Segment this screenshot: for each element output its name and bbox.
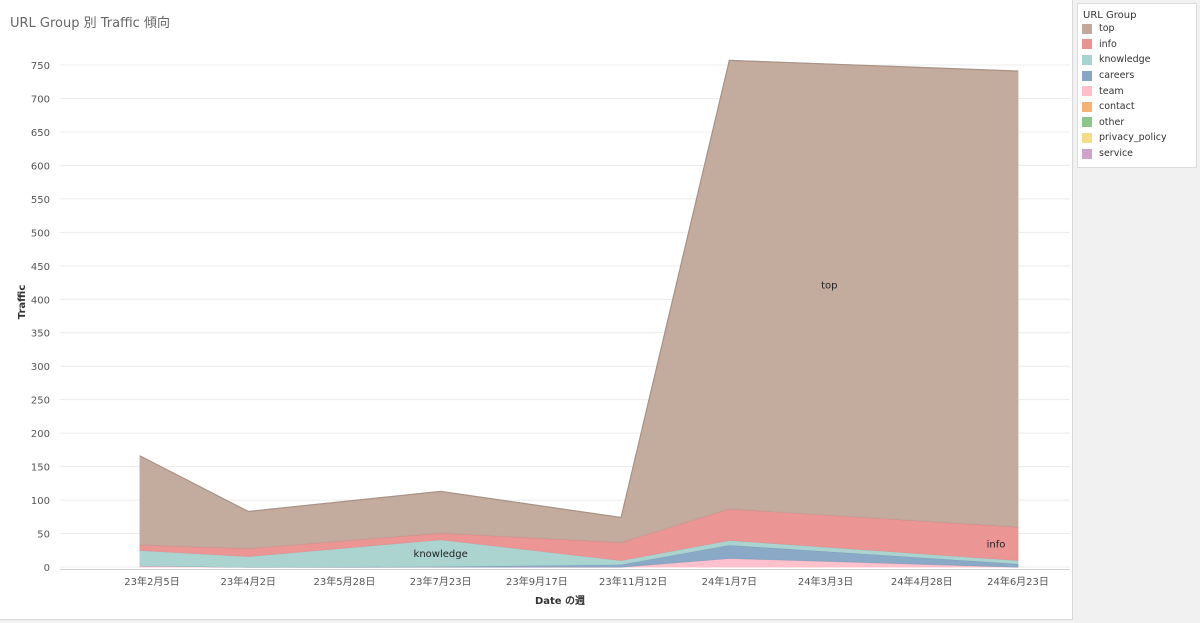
legend-label: info: [1099, 38, 1117, 50]
legend-item-privacy-policy[interactable]: privacy_policy: [1078, 130, 1196, 146]
x-tick-label: 23年2月5日: [124, 575, 179, 588]
y-tick-label: 600: [31, 161, 50, 172]
area-label-top: top: [821, 281, 837, 292]
x-tick-label: 24年4月28日: [891, 575, 953, 588]
y-tick-label: 250: [31, 396, 50, 407]
x-tick-label: 24年6月23日: [987, 575, 1049, 588]
y-tick-label: 450: [31, 262, 50, 273]
legend-item-team[interactable]: team: [1078, 83, 1196, 99]
legend-swatch: [1082, 86, 1092, 97]
legend-swatch: [1082, 132, 1092, 143]
legend-item-knowledge[interactable]: knowledge: [1078, 52, 1196, 68]
legend-item-info[interactable]: info: [1078, 37, 1196, 53]
y-tick-label: 700: [31, 94, 50, 105]
y-tick-label: 400: [31, 295, 50, 306]
legend-label: other: [1099, 116, 1125, 128]
y-tick-label: 650: [31, 128, 50, 139]
legend-label: contact: [1099, 101, 1135, 113]
y-tick-label: 750: [31, 61, 50, 72]
y-tick-label: 500: [31, 228, 50, 239]
y-tick-label: 550: [31, 195, 50, 206]
x-tick-label: 23年5月28日: [314, 575, 376, 588]
legend-label: top: [1099, 23, 1115, 35]
area-chart: 0 50 100 150 200 250 300 350 400 450 500 550 600 650 7…: [17, 59, 1070, 607]
area-label-info: info: [987, 540, 1006, 551]
legend-label: privacy_policy: [1099, 132, 1167, 144]
area-top[interactable]: [139, 59, 1019, 549]
legend-swatch: [1082, 23, 1092, 34]
y-tick-label: 200: [31, 429, 50, 440]
chart-title: URL Group 別 Traffic 傾向: [10, 16, 170, 31]
legend-swatch: [1082, 117, 1092, 128]
y-tick-label: 50: [37, 530, 50, 541]
x-tick-label: 23年7月23日: [410, 575, 472, 588]
x-tick-label: 23年11月12日: [599, 575, 667, 588]
y-axis-ticks: 0 50 100 150 200 250 300 350 400 450 500 550 600 650 7…: [31, 61, 50, 574]
legend-swatch: [1082, 70, 1092, 81]
area-layer: [139, 59, 1019, 568]
legend-item-other[interactable]: other: [1078, 115, 1196, 131]
area-edge-top: [139, 59, 1019, 519]
y-axis-label: Traffic: [17, 285, 28, 320]
y-tick-label: 0: [44, 563, 50, 574]
x-tick-label: 24年3月3日: [798, 575, 853, 588]
x-tick-label: 23年4月2日: [220, 575, 275, 588]
y-tick-label: 100: [31, 496, 50, 507]
y-tick-label: 150: [31, 463, 50, 474]
legend-swatch: [1082, 54, 1092, 65]
y-tick-label: 350: [31, 329, 50, 340]
y-tick-label: 300: [31, 362, 50, 373]
legend-label: service: [1099, 148, 1134, 160]
legend-swatch: [1082, 148, 1092, 159]
legend-title: URL Group: [1083, 10, 1137, 21]
x-axis-label: Date の週: [535, 595, 585, 607]
legend-item-service[interactable]: service: [1078, 146, 1196, 162]
legend-swatch: [1082, 101, 1092, 112]
legend: URL Group top info knowledge careers team con…: [1077, 3, 1197, 168]
x-tick-label: 23年9月17日: [506, 575, 568, 588]
area-label-knowledge: knowledge: [414, 549, 468, 560]
x-tick-label: 24年1月7日: [702, 575, 757, 588]
legend-items: top info knowledge careers team contact other p…: [1078, 21, 1196, 161]
legend-label: knowledge: [1099, 54, 1151, 66]
legend-item-top[interactable]: top: [1078, 21, 1196, 37]
x-axis-ticks: 23年2月5日 23年4月2日 23年5月28日 23年7月23日 23年9月17日 23…: [124, 575, 1049, 588]
legend-swatch: [1082, 39, 1092, 50]
legend-item-careers[interactable]: careers: [1078, 68, 1196, 84]
legend-item-contact[interactable]: contact: [1078, 99, 1196, 115]
area-labels: top info knowledge: [414, 281, 1006, 560]
legend-label: careers: [1099, 70, 1135, 82]
legend-label: team: [1099, 85, 1124, 97]
chart-panel: URL Group 別 Traffic 傾向 0 50 100 150 200 250 30…: [0, 0, 1073, 620]
